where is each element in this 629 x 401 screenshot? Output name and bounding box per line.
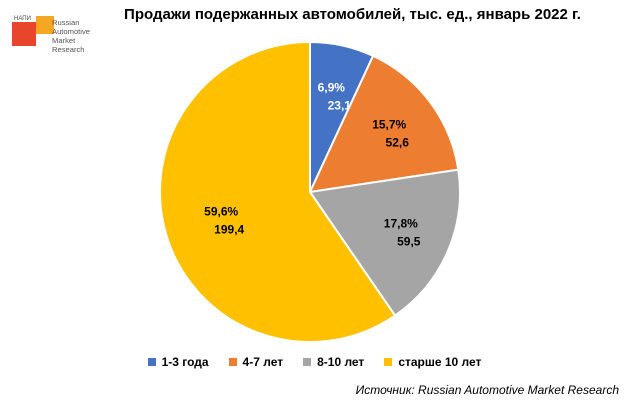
pie-slice <box>308 168 461 317</box>
legend-swatch <box>303 358 312 366</box>
slice-percent-label: 6,9% <box>318 80 346 94</box>
source-note: Источник: Russian Automotive Market Rese… <box>355 383 619 397</box>
legend-label: 8-10 лет <box>317 355 365 369</box>
slice-value-label: 59,5 <box>397 234 421 248</box>
slice-value-label: 199,4 <box>214 223 244 237</box>
slice-percent-label: 17,8% <box>384 216 418 230</box>
logo-line: Market <box>52 36 76 45</box>
legend-item: 1-3 года <box>147 355 209 369</box>
legend-swatch <box>228 358 237 366</box>
legend-label: 1-3 года <box>161 355 209 369</box>
pie-slice <box>308 54 460 194</box>
legend-item: 4-7 лет <box>228 355 284 369</box>
logo-line: Research <box>52 45 85 54</box>
legend-item: 8-10 лет <box>303 355 364 369</box>
legend-item: старше 10 лет <box>384 355 481 369</box>
legend-label: старше 10 лет <box>398 355 482 369</box>
pie-slice <box>159 40 397 343</box>
slice-percent-label: 15,7% <box>372 118 406 132</box>
chart-title: Продажи подержанных автомобилей, тыс. ед… <box>124 6 581 23</box>
logo-orange-square <box>36 16 54 34</box>
logo-text: Russian Automotive Market Research <box>52 18 90 54</box>
legend-swatch <box>384 358 393 366</box>
legend-swatch <box>147 358 156 366</box>
legend-label: 4-7 лет <box>242 355 284 369</box>
legend: 1-3 года 4-7 лет 8-10 лет старше 10 лет <box>0 355 629 369</box>
logo-line: Automotive <box>52 27 90 36</box>
logo: НАПИ Russian Automotive Market Research <box>12 16 102 68</box>
slice-percent-label: 59,6% <box>204 205 238 219</box>
logo-red-square <box>12 22 36 46</box>
slice-value-label: 23,1 <box>328 98 352 112</box>
logo-napi-text: НАПИ <box>14 16 31 22</box>
slice-value-label: 52,6 <box>386 136 410 150</box>
logo-line: Russian <box>52 18 80 27</box>
